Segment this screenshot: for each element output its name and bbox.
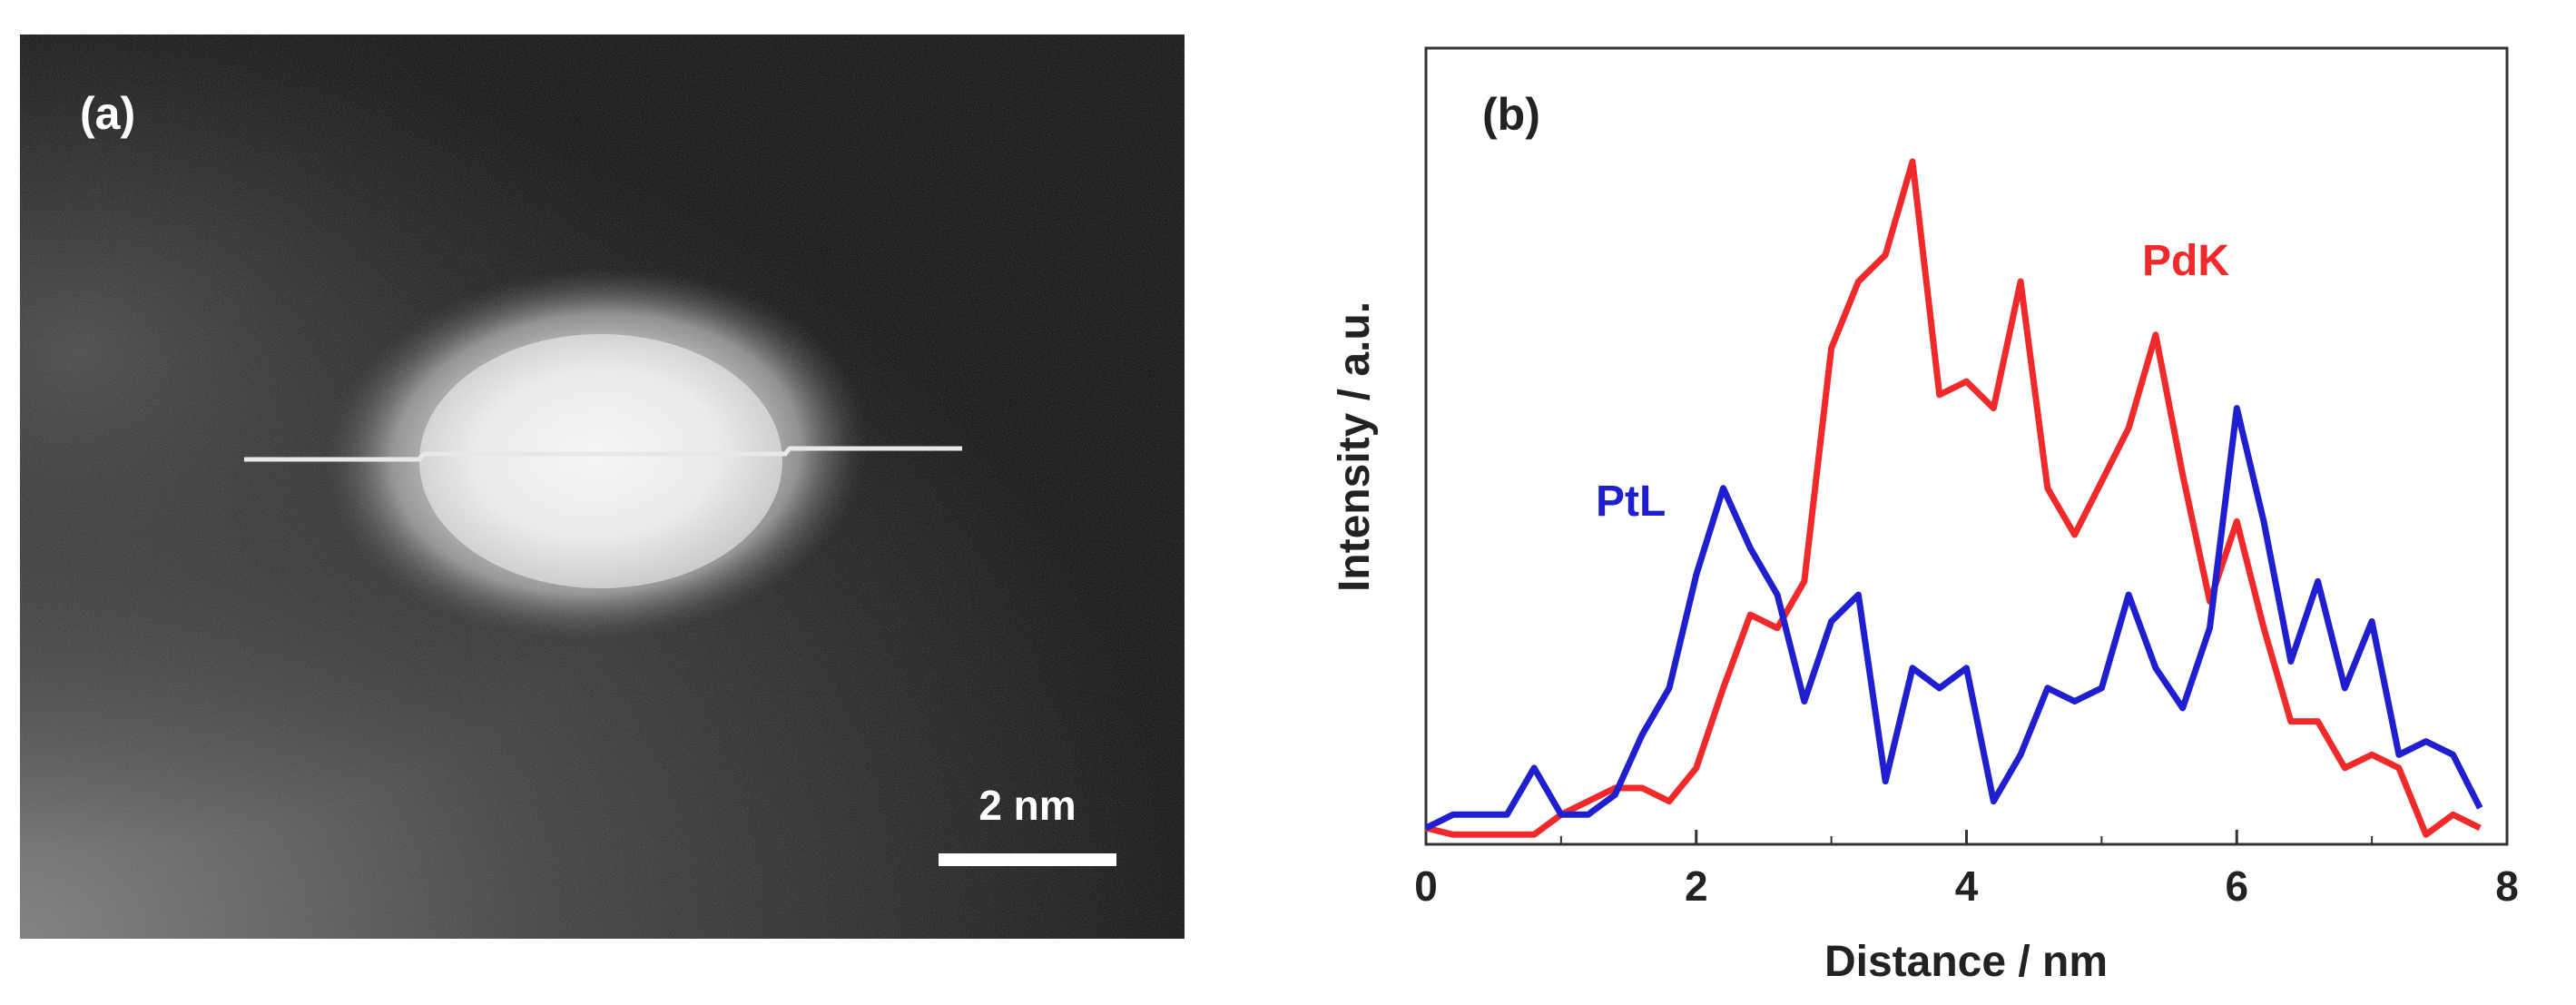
line-scan-path	[244, 446, 962, 462]
panel-label-b: (b)	[1482, 89, 1540, 140]
annotation-ptl: PtL	[1596, 478, 1666, 526]
y-axis-label: Intensity / a.u.	[1331, 301, 1379, 592]
annotation-pdk: PdK	[2142, 237, 2229, 285]
x-axis: 0 2 4 6 8	[1414, 830, 2519, 910]
x-axis-label: Distance / nm	[1824, 938, 2108, 986]
x-tick-label: 2	[1685, 862, 1708, 910]
plot-frame	[1424, 46, 2509, 846]
series-line-ptl	[1424, 405, 2483, 832]
chart-svg: 0 2 4 6 8 (b) Distance / nm Intensity / a.u.…	[1331, 46, 2519, 986]
stem-image-panel: (a) 2 nm	[20, 34, 1185, 939]
x-tick-label: 6	[2225, 862, 2248, 910]
line-profile-chart: 0 2 4 6 8 (b) Distance / nm Intensity / a.u.…	[1307, 18, 2576, 1005]
stem-image	[20, 34, 1185, 939]
series-line-pdk	[1425, 158, 2482, 838]
x-tick-label: 8	[2495, 862, 2519, 910]
scale-bar-label: 2 nm	[978, 782, 1077, 829]
scale-bar	[939, 853, 1116, 866]
panel-label-a: (a)	[80, 88, 136, 139]
x-tick-label: 4	[1955, 862, 1979, 910]
series-layer	[1424, 158, 2483, 838]
x-tick-label: 0	[1414, 862, 1438, 910]
